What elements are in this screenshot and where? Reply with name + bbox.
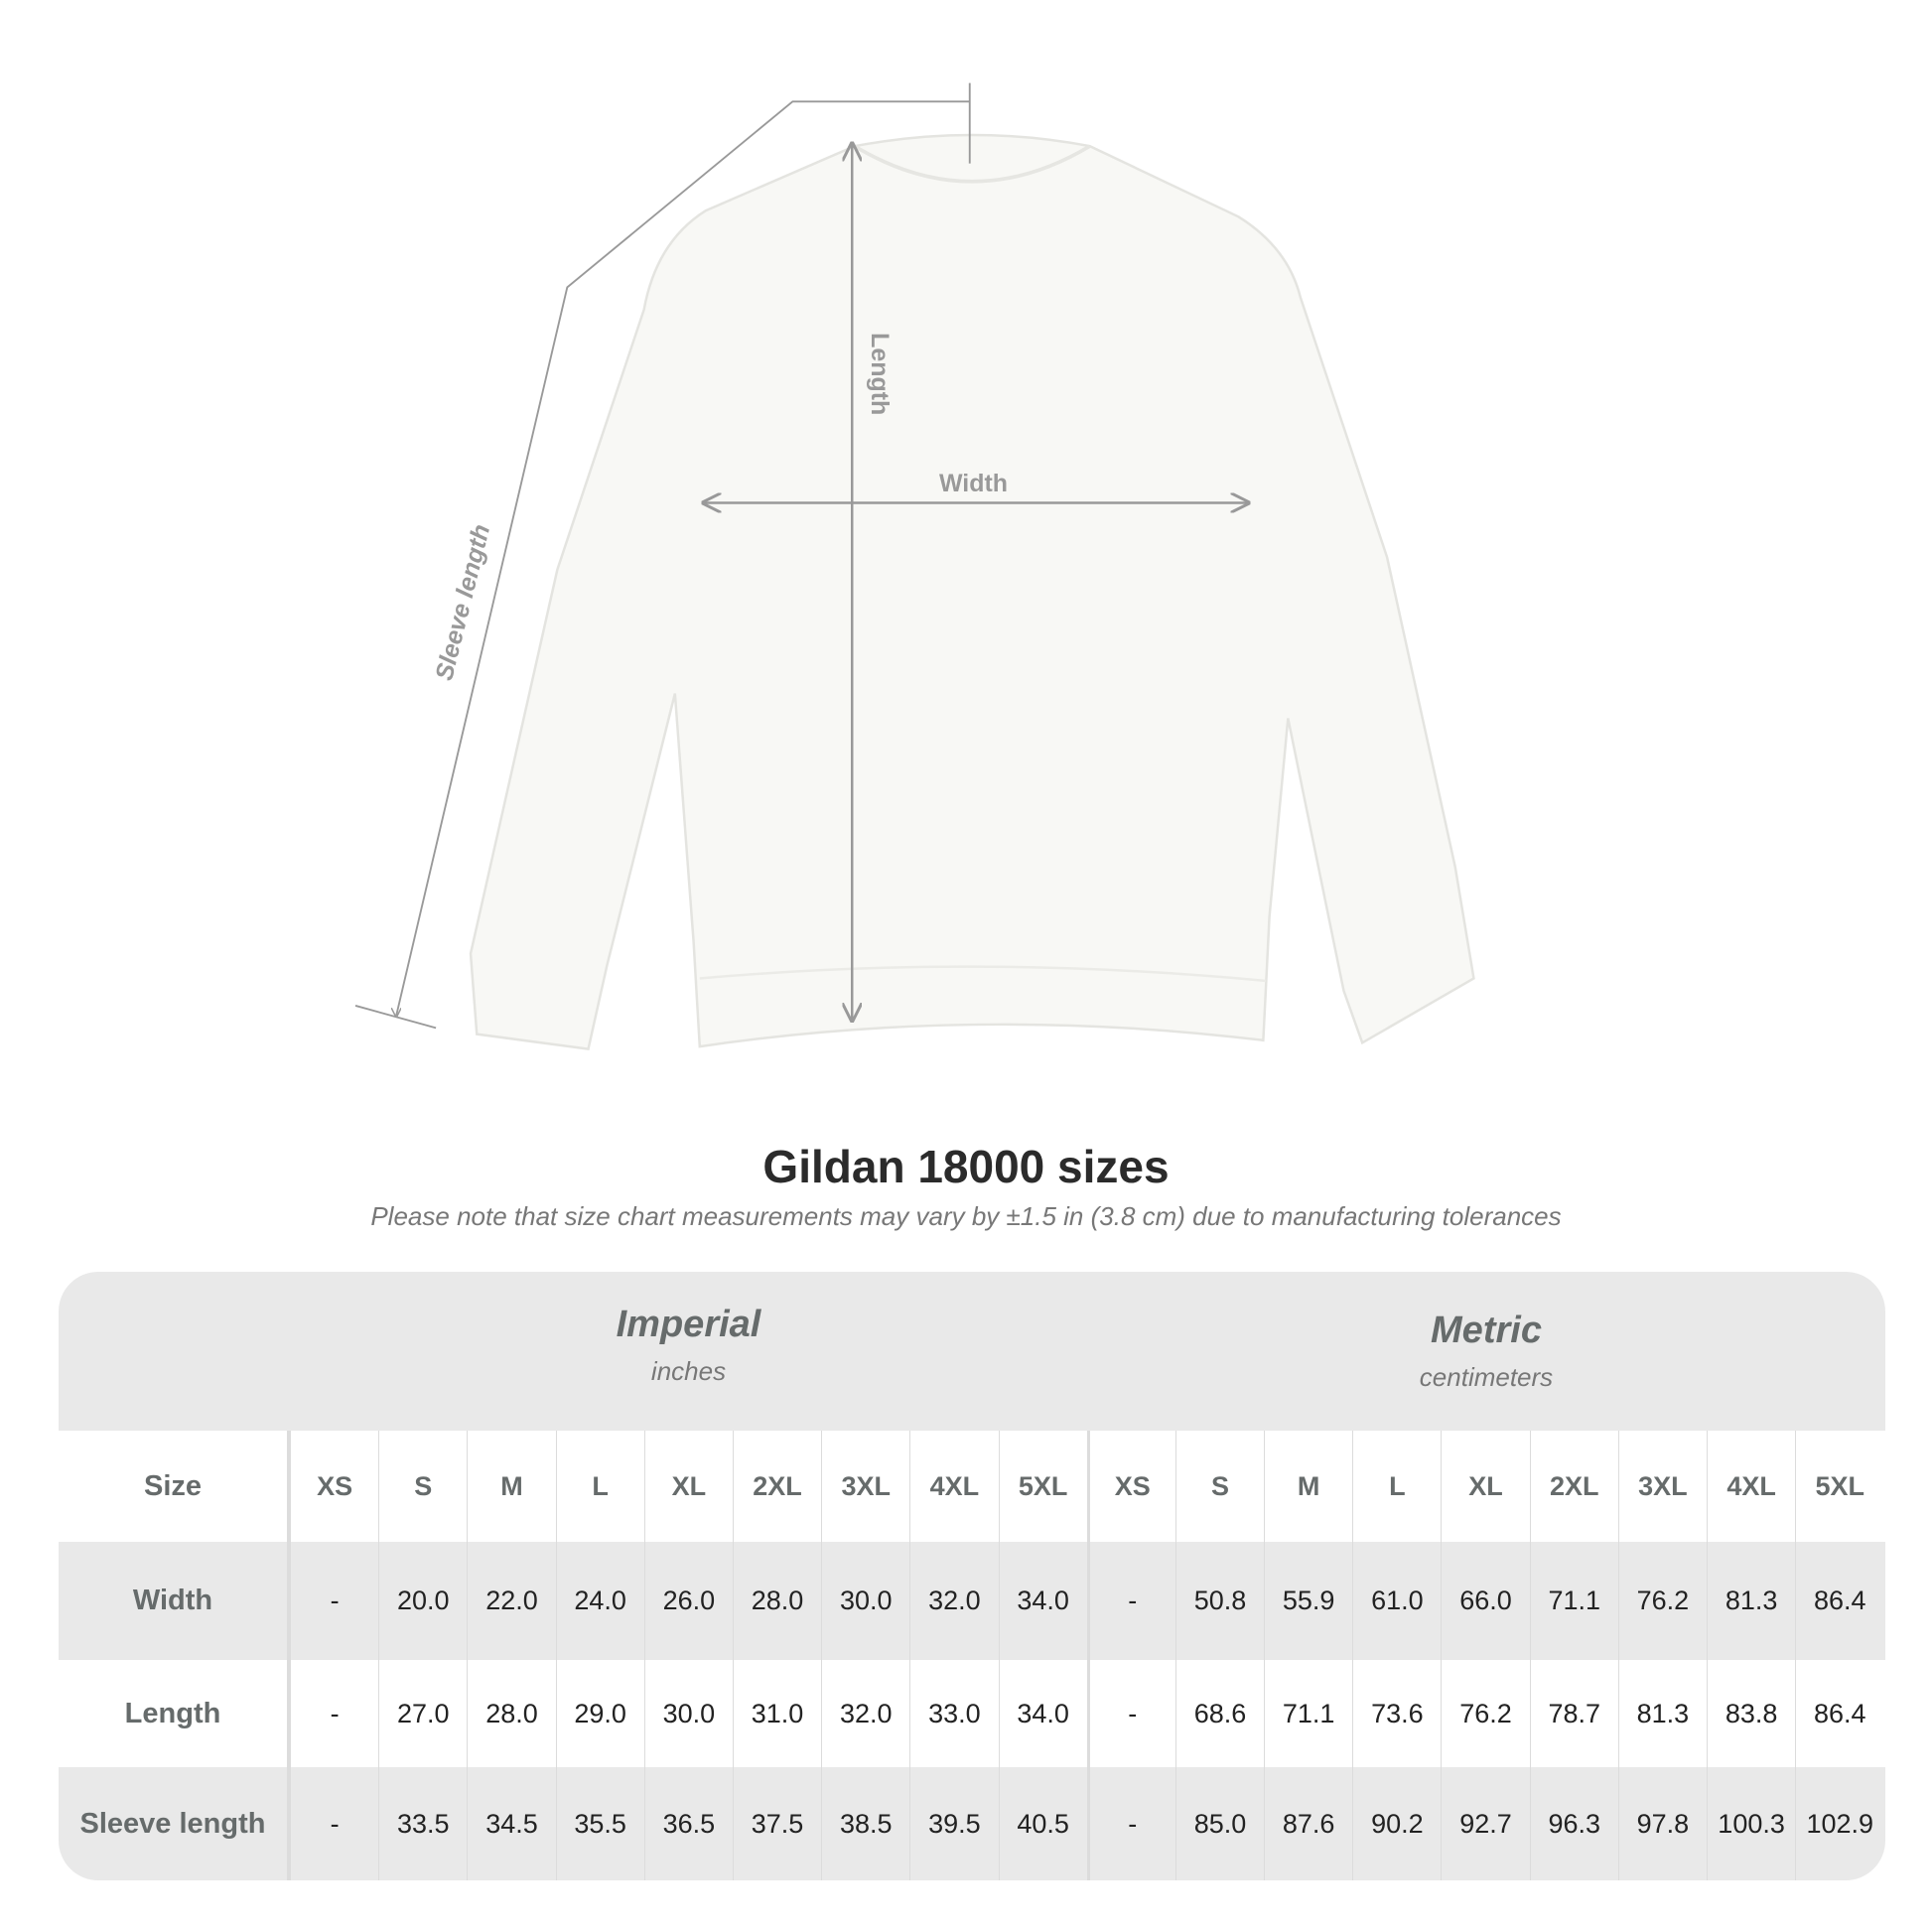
table-cell: 87.6 (1264, 1767, 1352, 1880)
table-cell: - (1086, 1660, 1175, 1767)
table-cell: 32.0 (909, 1542, 998, 1660)
table-cell: 33.5 (378, 1767, 467, 1880)
metric-header: Metric centimeters (1419, 1310, 1554, 1392)
row-label: Sleeve length (59, 1767, 290, 1880)
table-cell: 83.8 (1707, 1660, 1795, 1767)
table-cell: 40.5 (998, 1767, 1087, 1880)
size-header-imperial-l: L (555, 1431, 644, 1542)
table-cell: 92.7 (1441, 1767, 1529, 1880)
imperial-header: Imperial inches (616, 1304, 761, 1386)
table-cell: - (290, 1542, 378, 1660)
table-cell: 81.3 (1617, 1660, 1707, 1767)
page-title: Gildan 18000 sizes (762, 1141, 1170, 1192)
table-cell: - (290, 1660, 378, 1767)
table-row: Width -20.0 22.0 24.0 26.0 28.0 30.0 32.0 34.0-5… (59, 1542, 1885, 1660)
table-cell: 34.0 (998, 1660, 1087, 1767)
table-row: Sleeve length -33.5 34.5 35.5 36.5 37.5 38.5 39… (59, 1767, 1885, 1880)
table-cell: 71.1 (1264, 1660, 1352, 1767)
sleeve-length-label: Sleeve length (430, 521, 495, 683)
table-cell: 37.5 (732, 1767, 821, 1880)
table-cell: 38.5 (821, 1767, 909, 1880)
size-header-metric-xl: XL (1441, 1431, 1529, 1542)
table-cell: 30.0 (643, 1660, 733, 1767)
table-cell: 66.0 (1441, 1542, 1529, 1660)
table-cell: 32.0 (821, 1660, 909, 1767)
size-header-metric-2xl: 2XL (1529, 1431, 1618, 1542)
table-cell: 81.3 (1707, 1542, 1795, 1660)
size-row: Size XS S M L XL 2XL 3XL 4XL 5XL XS S M L XL 2XL 3XL 4XL 5… (59, 1431, 1885, 1542)
size-header-metric-s: S (1174, 1431, 1264, 1542)
table-cell: 35.5 (555, 1767, 644, 1880)
sweatshirt (469, 133, 1475, 1050)
table-cell: 68.6 (1174, 1660, 1264, 1767)
table-cell: - (290, 1767, 378, 1880)
table-cell: 50.8 (1174, 1542, 1264, 1660)
table-cell: 76.2 (1617, 1542, 1707, 1660)
sleeve-measure-line (395, 100, 970, 1017)
table-cell: 100.3 (1707, 1767, 1795, 1880)
table-cell: 90.2 (1352, 1767, 1441, 1880)
table-cell: - (1086, 1542, 1175, 1660)
table-row: Length -27.0 28.0 29.0 30.0 31.0 32.0 33.0 34.0-… (59, 1660, 1885, 1767)
table-cell: 29.0 (555, 1660, 644, 1767)
table-cell: 34.0 (998, 1542, 1087, 1660)
size-header-imperial-5xl: 5XL (998, 1431, 1087, 1542)
tolerance-note: Please note that size chart measurements… (370, 1201, 1562, 1231)
table-cell: 28.0 (467, 1660, 555, 1767)
table-cell: 20.0 (378, 1542, 467, 1660)
size-header-imperial-2xl: 2XL (732, 1431, 821, 1542)
table-cell: 85.0 (1174, 1767, 1264, 1880)
length-label: Length (866, 333, 894, 415)
size-header-imperial-4xl: 4XL (909, 1431, 998, 1542)
table-cell: 55.9 (1264, 1542, 1352, 1660)
table-cell: 39.5 (909, 1767, 998, 1880)
size-header-imperial-s: S (378, 1431, 467, 1542)
table-cell: 86.4 (1795, 1542, 1883, 1660)
table-cell: 31.0 (732, 1660, 821, 1767)
header-band (59, 1272, 1885, 1431)
table-cell: - (1086, 1767, 1175, 1880)
table-cell: 30.0 (821, 1542, 909, 1660)
table-cell: 22.0 (467, 1542, 555, 1660)
table-cell: 86.4 (1795, 1660, 1883, 1767)
size-header-metric-3xl: 3XL (1617, 1431, 1707, 1542)
table-cell: 24.0 (555, 1542, 644, 1660)
width-label: Width (939, 470, 1008, 497)
table-cell: 28.0 (732, 1542, 821, 1660)
table-cell: 97.8 (1617, 1767, 1707, 1880)
size-header-metric-l: L (1352, 1431, 1441, 1542)
table-cell: 61.0 (1352, 1542, 1441, 1660)
size-header-metric-4xl: 4XL (1707, 1431, 1795, 1542)
table-cell: 33.0 (909, 1660, 998, 1767)
table-cell: 36.5 (643, 1767, 733, 1880)
size-header-metric-5xl: 5XL (1795, 1431, 1883, 1542)
size-header-metric-m: M (1264, 1431, 1352, 1542)
table-cell: 96.3 (1529, 1767, 1618, 1880)
size-label: Size (59, 1431, 290, 1542)
table-cell: 102.9 (1795, 1767, 1883, 1880)
table-cell: 26.0 (643, 1542, 733, 1660)
row-label: Length (59, 1660, 290, 1767)
table-cell: 78.7 (1529, 1660, 1618, 1767)
size-header-imperial-xs: XS (290, 1431, 378, 1542)
size-header-imperial-xl: XL (643, 1431, 733, 1542)
table-cell: 27.0 (378, 1660, 467, 1767)
size-header-imperial-m: M (467, 1431, 555, 1542)
table-cell: 76.2 (1441, 1660, 1529, 1767)
table-cell: 73.6 (1352, 1660, 1441, 1767)
collar (853, 144, 1091, 184)
size-table: Imperial inches Metric centimeters Size X… (59, 1272, 1885, 1880)
size-header-metric-xs: XS (1086, 1431, 1175, 1542)
table-cell: 71.1 (1529, 1542, 1618, 1660)
row-label: Width (59, 1542, 290, 1660)
size-header-imperial-3xl: 3XL (821, 1431, 909, 1542)
table-cell: 34.5 (467, 1767, 555, 1880)
